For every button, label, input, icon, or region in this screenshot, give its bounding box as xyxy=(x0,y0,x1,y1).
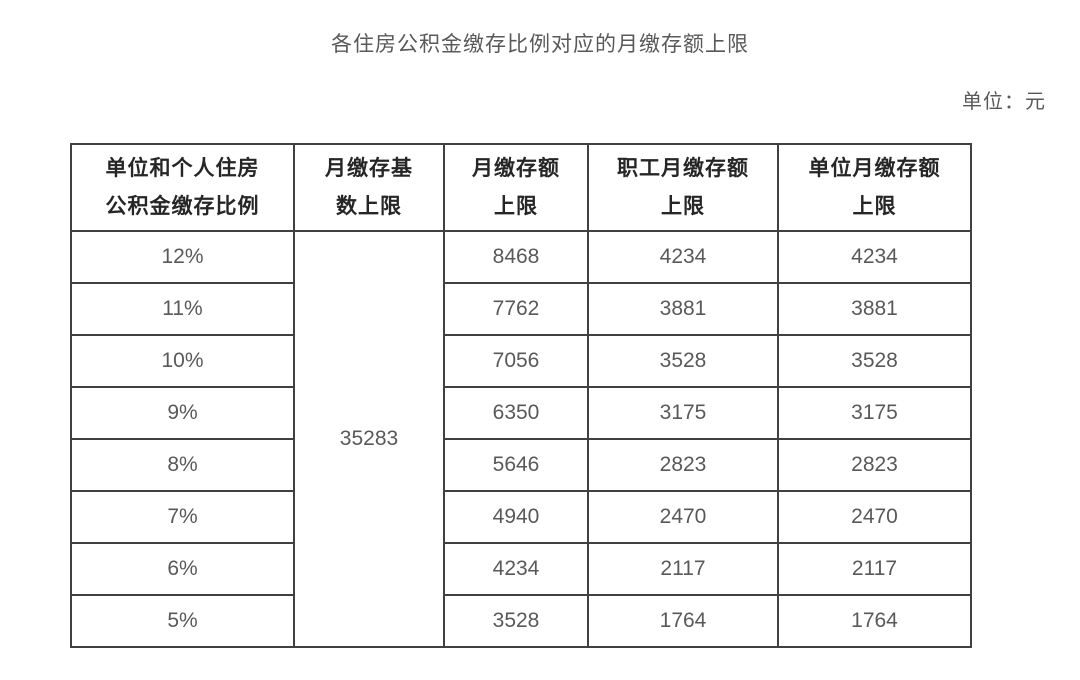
table-row: 7% 4940 2470 2470 xyxy=(70,490,972,544)
employee-limit-cell: 4234 xyxy=(587,230,779,284)
ratio-cell: 10% xyxy=(70,334,295,388)
employee-limit-cell: 3175 xyxy=(587,386,779,440)
ratio-cell: 7% xyxy=(70,490,295,544)
table-row: 8% 5646 2823 2823 xyxy=(70,438,972,492)
header-base-limit: 月缴存基 数上限 xyxy=(293,143,445,232)
employee-limit-cell: 2823 xyxy=(587,438,779,492)
employer-limit-cell: 1764 xyxy=(777,594,972,648)
employer-limit-cell: 2117 xyxy=(777,542,972,596)
ratio-cell: 5% xyxy=(70,594,295,648)
employer-limit-cell: 3881 xyxy=(777,282,972,336)
monthly-limit-cell: 8468 xyxy=(443,230,589,284)
ratio-cell: 9% xyxy=(70,386,295,440)
unit-note: 单位：元 xyxy=(962,91,1046,113)
employer-limit-cell: 4234 xyxy=(777,230,972,284)
monthly-limit-cell: 7762 xyxy=(443,282,589,336)
monthly-limit-cell: 5646 xyxy=(443,438,589,492)
header-ratio: 单位和个人住房 公积金缴存比例 xyxy=(70,143,295,232)
employee-limit-cell: 1764 xyxy=(587,594,779,648)
base-limit-cell: 35283 xyxy=(293,230,445,648)
ratio-cell: 12% xyxy=(70,230,295,284)
monthly-limit-cell: 3528 xyxy=(443,594,589,648)
ratio-cell: 6% xyxy=(70,542,295,596)
header-employer-limit: 单位月缴存额 上限 xyxy=(777,143,972,232)
employee-limit-cell: 2470 xyxy=(587,490,779,544)
table-row: 11% 7762 3881 3881 xyxy=(70,282,972,336)
employer-limit-cell: 2470 xyxy=(777,490,972,544)
table-title: 各住房公积金缴存比例对应的月缴存额上限 xyxy=(331,33,749,56)
table-row: 9% 6350 3175 3175 xyxy=(70,386,972,440)
monthly-limit-cell: 4234 xyxy=(443,542,589,596)
header-employee-limit: 职工月缴存额 上限 xyxy=(587,143,779,232)
ratio-cell: 8% xyxy=(70,438,295,492)
employee-limit-cell: 3528 xyxy=(587,334,779,388)
employer-limit-cell: 3528 xyxy=(777,334,972,388)
employee-limit-cell: 2117 xyxy=(587,542,779,596)
table-row: 12% 35283 8468 4234 4234 xyxy=(70,230,972,648)
header-row: 单位和个人住房 公积金缴存比例 月缴存基 数上限 月缴存额 上限 职工月缴存额 … xyxy=(70,143,972,232)
table-row: 6% 4234 2117 2117 xyxy=(70,542,972,596)
employer-limit-cell: 2823 xyxy=(777,438,972,492)
contribution-limit-table: 单位和个人住房 公积金缴存比例 月缴存基 数上限 月缴存额 上限 职工月缴存额 … xyxy=(70,143,972,648)
employer-limit-cell: 3175 xyxy=(777,386,972,440)
employee-limit-cell: 3881 xyxy=(587,282,779,336)
ratio-cell: 11% xyxy=(70,282,295,336)
table-row: 10% 7056 3528 3528 xyxy=(70,334,972,388)
header-monthly-limit: 月缴存额 上限 xyxy=(443,143,589,232)
table-row: 5% 3528 1764 1764 xyxy=(70,594,972,648)
monthly-limit-cell: 6350 xyxy=(443,386,589,440)
monthly-limit-cell: 4940 xyxy=(443,490,589,544)
monthly-limit-cell: 7056 xyxy=(443,334,589,388)
